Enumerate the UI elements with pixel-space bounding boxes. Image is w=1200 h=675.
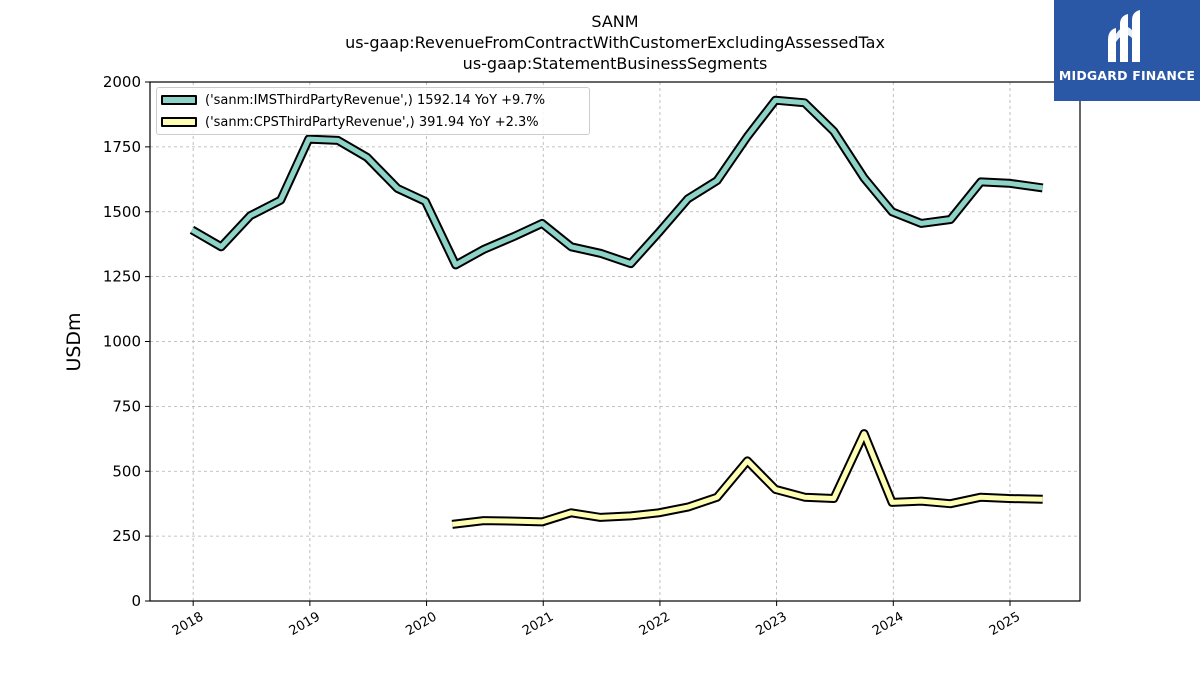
y-tick-label: 1750 bbox=[103, 138, 141, 156]
y-axis-label: USDm bbox=[63, 312, 85, 371]
chart-title-ticker: SANM bbox=[591, 12, 639, 31]
x-tick-label: 2023 bbox=[753, 609, 789, 639]
legend-label-cps: ('sanm:CPSThirdPartyRevenue',) 391.94 Yo… bbox=[205, 114, 539, 130]
x-tick-label: 2019 bbox=[287, 609, 323, 639]
x-tick-label: 2022 bbox=[637, 609, 673, 639]
logo-mark-icon bbox=[1108, 10, 1140, 62]
x-tick-label: 2020 bbox=[403, 609, 439, 639]
series-line-0 bbox=[190, 97, 1044, 268]
y-tick-label: 1250 bbox=[103, 268, 141, 286]
y-axis-ticks: 0 250 500 750 1000 1250 1500 1750 2000 bbox=[103, 73, 150, 610]
chart-legend: ('sanm:IMSThirdPartyRevenue',) 1592.14 Y… bbox=[156, 87, 590, 135]
y-tick-label: 750 bbox=[112, 397, 141, 415]
grid-lines bbox=[150, 81, 1080, 602]
x-axis-ticks: 2018 2019 2020 2021 2022 2023 2024 2025 bbox=[170, 601, 1023, 639]
series-outline-1 bbox=[451, 429, 1043, 529]
legend-entry-ims: ('sanm:IMSThirdPartyRevenue',) 1592.14 Y… bbox=[161, 91, 545, 109]
legend-swatch-cps bbox=[161, 117, 197, 127]
series-line-1 bbox=[451, 431, 1043, 527]
y-tick-label: 1000 bbox=[103, 333, 141, 351]
y-tick-label: 250 bbox=[112, 527, 141, 545]
x-tick-label: 2024 bbox=[870, 609, 906, 639]
y-tick-label: 0 bbox=[131, 592, 141, 610]
legend-label-ims: ('sanm:IMSThirdPartyRevenue',) 1592.14 Y… bbox=[205, 92, 546, 108]
x-tick-label: 2018 bbox=[170, 609, 206, 639]
brand-logo: MIDGARD FINANCE bbox=[1054, 0, 1200, 101]
legend-swatch-ims bbox=[161, 95, 197, 105]
series-lines bbox=[189, 95, 1044, 529]
x-tick-label: 2021 bbox=[520, 609, 556, 639]
y-tick-label: 1500 bbox=[103, 203, 141, 221]
legend-entry-cps: ('sanm:CPSThirdPartyRevenue',) 391.94 Yo… bbox=[161, 113, 539, 131]
y-tick-label: 2000 bbox=[103, 73, 141, 91]
y-tick-label: 500 bbox=[112, 462, 141, 480]
logo-text: MIDGARD FINANCE bbox=[1058, 68, 1196, 83]
x-tick-label: 2025 bbox=[987, 609, 1023, 639]
chart-title-segment: us-gaap:StatementBusinessSegments bbox=[462, 54, 768, 73]
chart-title-concept: us-gaap:RevenueFromContractWithCustomerE… bbox=[345, 33, 885, 52]
